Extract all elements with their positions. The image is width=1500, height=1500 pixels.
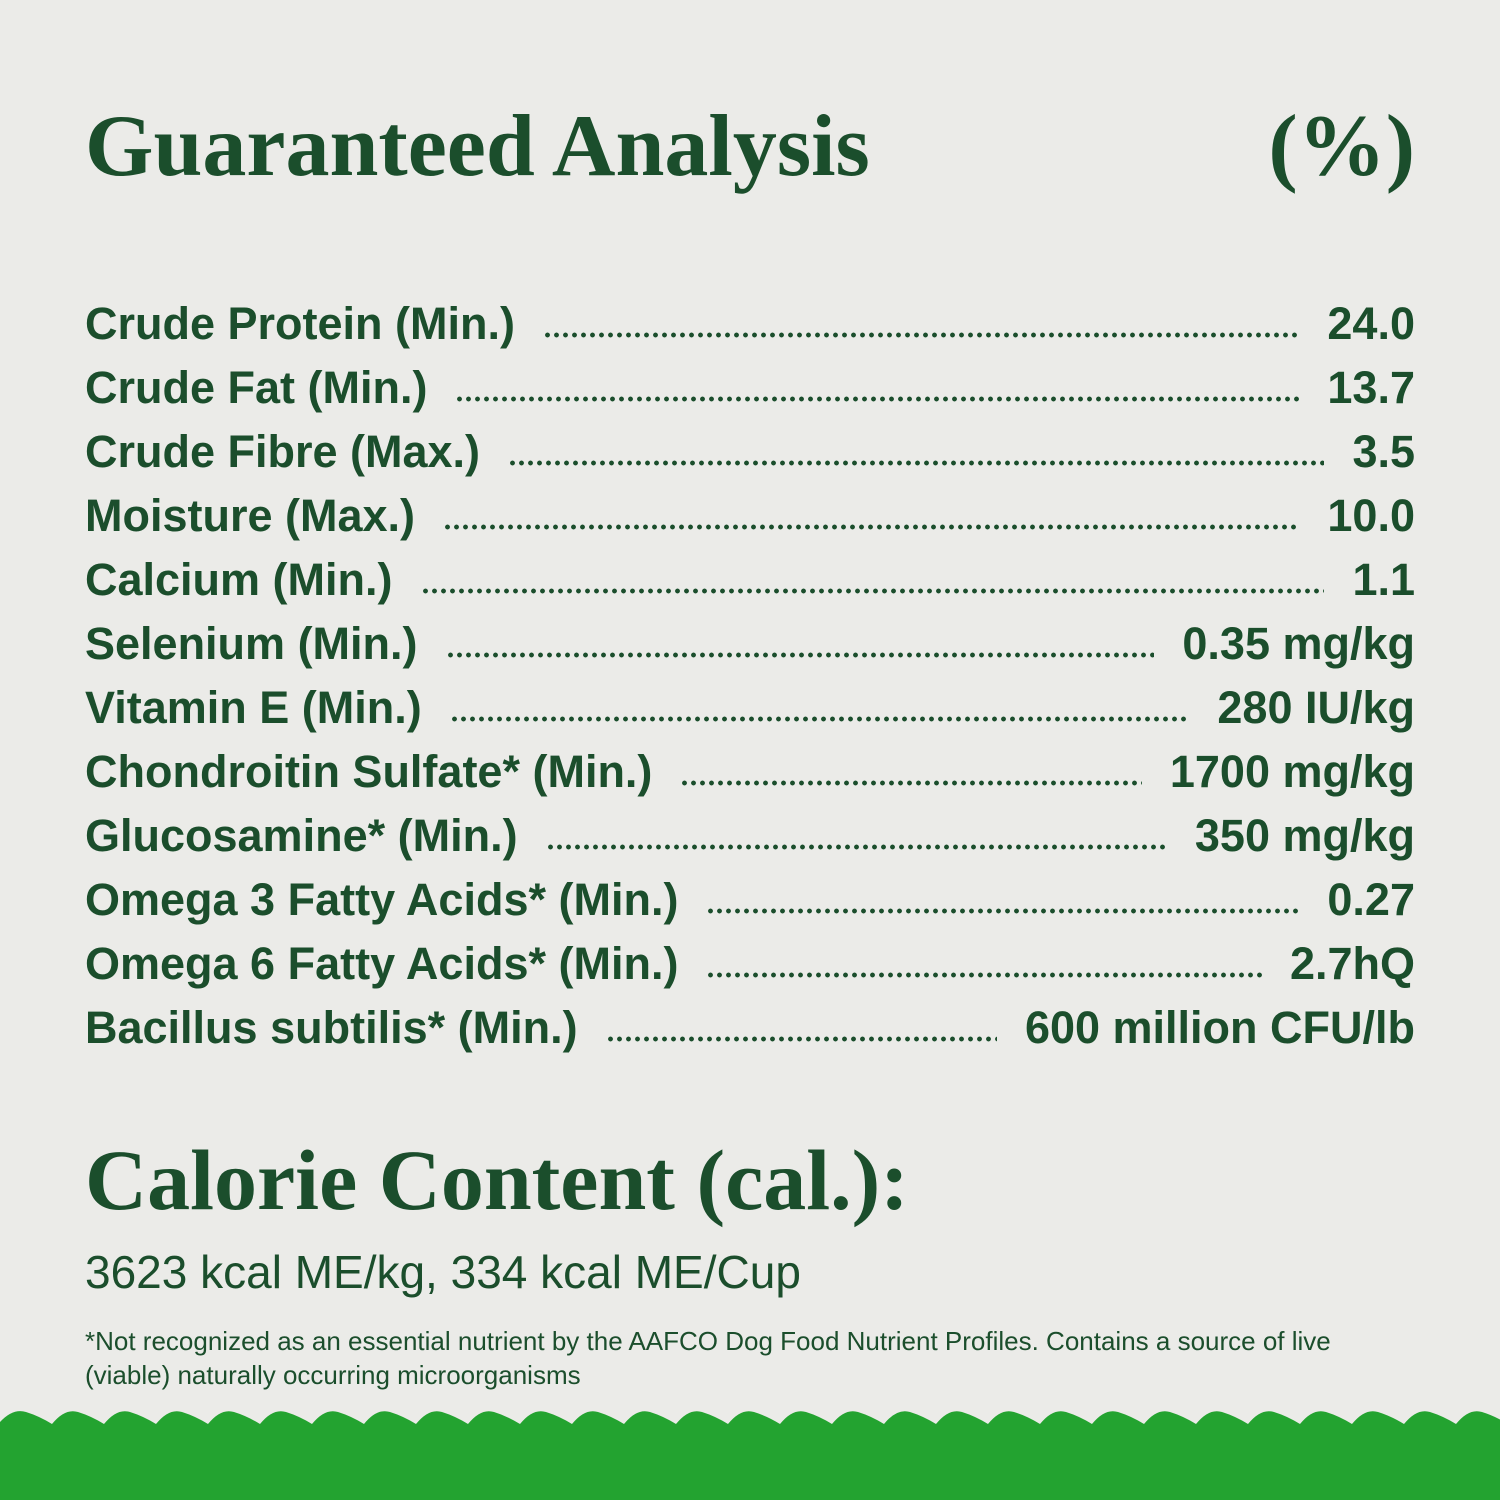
analysis-table: Crude Protein (Min.) 24.0 Crude Fat (Min.)… — [85, 292, 1415, 1060]
leader-dots — [449, 715, 1190, 723]
table-row: Omega 6 Fatty Acids* (Min.) 2.7hQ — [85, 932, 1415, 996]
leader-dots — [680, 779, 1142, 787]
nutrient-name: Chondroitin Sulfate* (Min.) — [85, 746, 653, 797]
table-row: Glucosamine* (Min.) 350 mg/kg — [85, 804, 1415, 868]
leader-dots — [605, 1035, 997, 1043]
nutrient-name: Crude Fibre (Max.) — [85, 426, 481, 477]
nutrient-value: 350 mg/kg — [1194, 810, 1415, 861]
nutrient-name: Calcium (Min.) — [85, 554, 393, 605]
calorie-title: Calorie Content (cal.): — [85, 1132, 909, 1228]
nutrient-value: 3.5 — [1352, 426, 1415, 477]
nutrient-value: 24.0 — [1327, 298, 1415, 349]
nutrient-value: 10.0 — [1327, 490, 1415, 541]
nutrient-name: Glucosamine* (Min.) — [85, 810, 518, 861]
nutrient-name: Omega 3 Fatty Acids* (Min.) — [85, 874, 679, 925]
leader-dots — [706, 971, 1262, 979]
table-row: Selenium (Min.) 0.35 mg/kg — [85, 612, 1415, 676]
nutrient-name: Vitamin E (Min.) — [85, 682, 422, 733]
nutrient-value: 1700 mg/kg — [1169, 746, 1415, 797]
nutrient-value: 1.1 — [1352, 554, 1415, 605]
unit: (%) — [1268, 98, 1415, 195]
table-row: Vitamin E (Min.) 280 IU/kg — [85, 676, 1415, 740]
nutrient-value: 13.7 — [1327, 362, 1415, 413]
table-row: Crude Fat (Min.) 13.7 — [85, 356, 1415, 420]
nutrient-value: 2.7hQ — [1289, 938, 1415, 989]
leader-dots — [542, 331, 1300, 339]
table-row: Bacillus subtilis* (Min.) 600 million CFU… — [85, 996, 1415, 1060]
wave-border — [0, 1411, 1500, 1500]
leader-dots — [420, 587, 1325, 595]
footnote: *Not recognized as an essential nutrient… — [85, 1326, 1331, 1390]
leader-dots — [706, 907, 1300, 915]
nutrient-name: Crude Protein (Min.) — [85, 298, 515, 349]
table-row: Chondroitin Sulfate* (Min.) 1700 mg/kg — [85, 740, 1415, 804]
leader-dots — [443, 523, 1300, 531]
table-row: Crude Fibre (Max.) 3.5 — [85, 420, 1415, 484]
nutrient-name: Crude Fat (Min.) — [85, 362, 428, 413]
nutrient-value: 280 IU/kg — [1217, 682, 1415, 733]
nutrient-name: Omega 6 Fatty Acids* (Min.) — [85, 938, 679, 989]
calorie-text: 3623 kcal ME/kg, 334 kcal ME/Cup — [85, 1246, 801, 1298]
title: Guaranteed Analysis — [85, 98, 870, 195]
wave — [0, 1411, 1500, 1500]
leader-dots — [455, 395, 1300, 403]
nutrient-value: 600 million CFU/lb — [1024, 1002, 1415, 1053]
table-row: Crude Protein (Min.) 24.0 — [85, 292, 1415, 356]
nutrient-name: Moisture (Max.) — [85, 490, 416, 541]
leader-dots — [445, 651, 1155, 659]
leader-dots — [508, 459, 1325, 467]
nutrient-value: 0.27 — [1327, 874, 1415, 925]
table-row: Moisture (Max.) 10.0 — [85, 484, 1415, 548]
table-row: Omega 3 Fatty Acids* (Min.) 0.27 — [85, 868, 1415, 932]
leader-dots — [545, 843, 1167, 851]
nutrient-value: 0.35 mg/kg — [1182, 618, 1415, 669]
nutrient-name: Bacillus subtilis* (Min.) — [85, 1002, 578, 1053]
table-row: Calcium (Min.) 1.1 — [85, 548, 1415, 612]
nutrient-name: Selenium (Min.) — [85, 618, 418, 669]
